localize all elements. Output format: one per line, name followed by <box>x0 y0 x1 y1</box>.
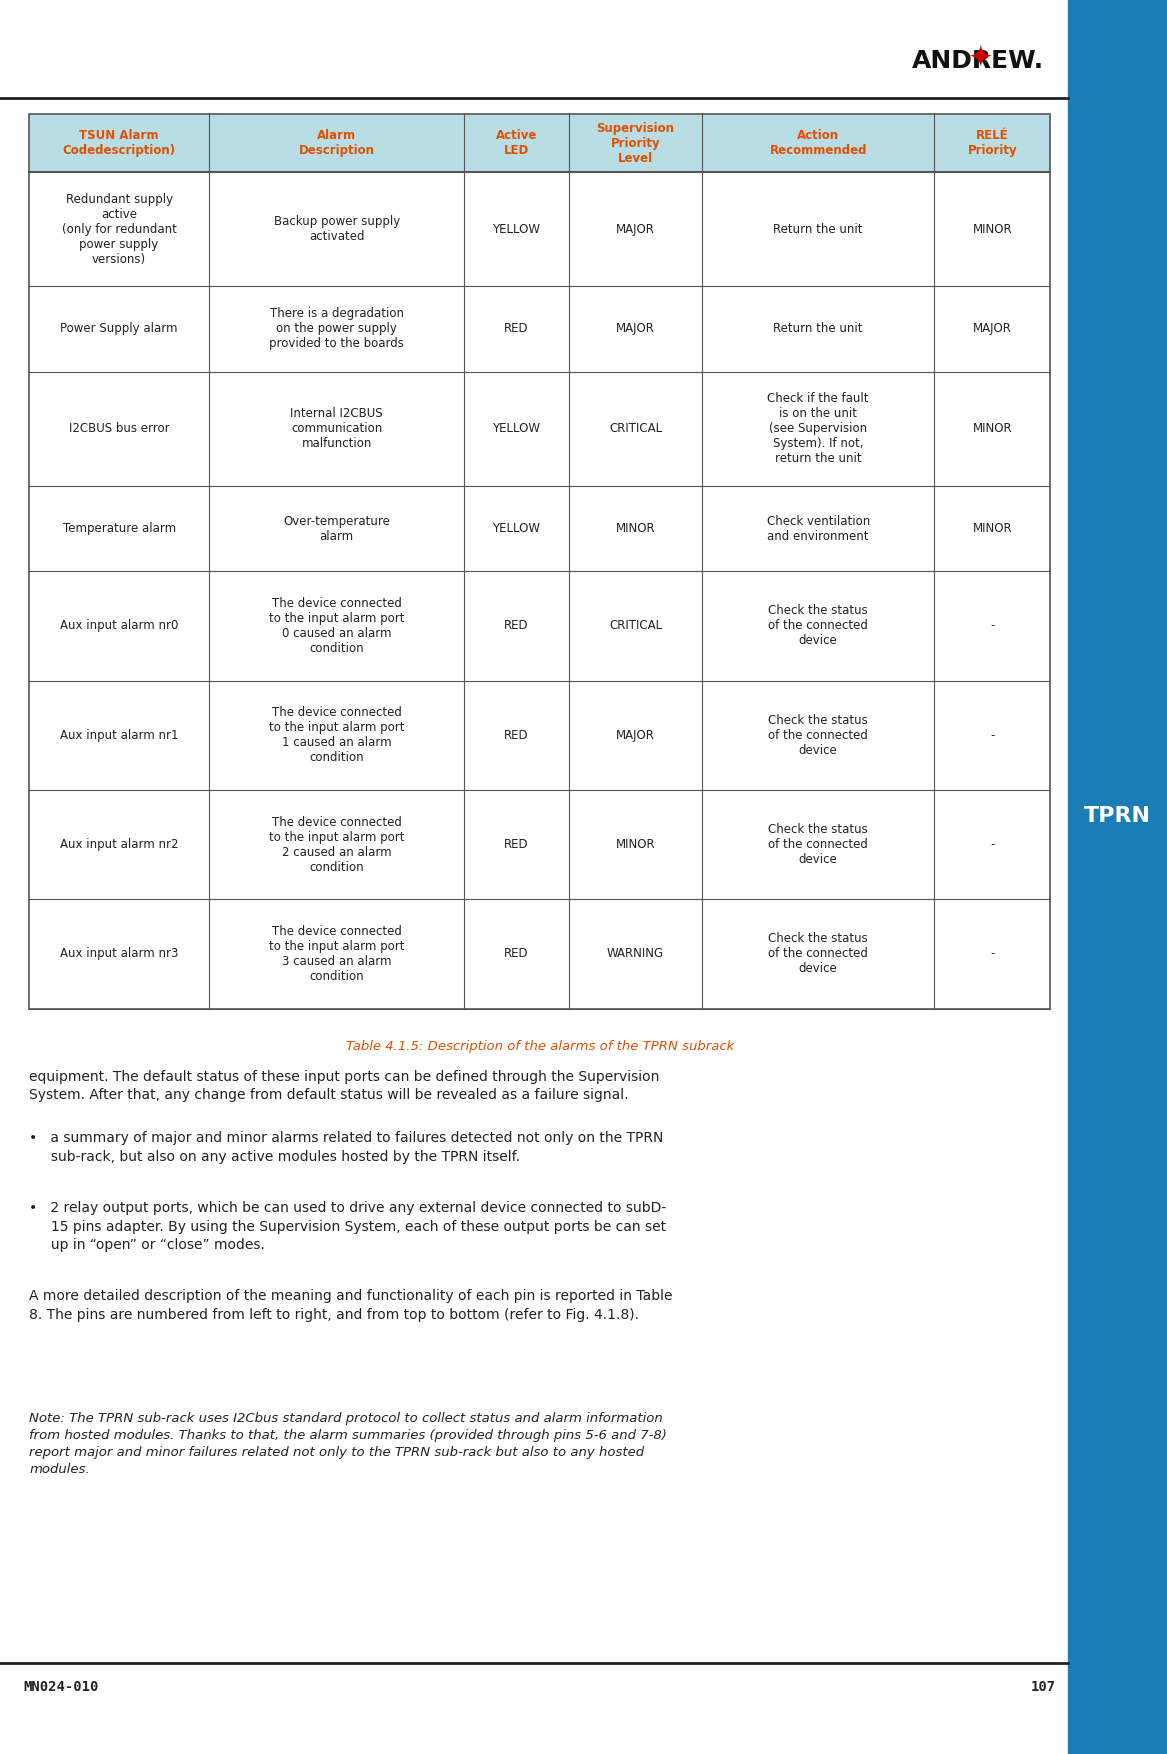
Text: MAJOR: MAJOR <box>616 223 655 235</box>
Text: RED: RED <box>504 947 529 961</box>
Text: RELÉ
Priority: RELÉ Priority <box>967 130 1018 158</box>
Text: CRITICAL: CRITICAL <box>609 423 662 435</box>
Text: Note: The TPRN sub-rack uses I2Cbus standard protocol to collect status and alar: Note: The TPRN sub-rack uses I2Cbus stan… <box>29 1412 668 1475</box>
Text: Alarm
Description: Alarm Description <box>299 130 375 158</box>
Text: Aux input alarm nr0: Aux input alarm nr0 <box>60 619 179 633</box>
Text: I2CBUS bus error: I2CBUS bus error <box>69 423 169 435</box>
Text: MAJOR: MAJOR <box>616 323 655 335</box>
Text: MAJOR: MAJOR <box>616 730 655 742</box>
Text: Redundant supply
active
(only for redundant
power supply
versions): Redundant supply active (only for redund… <box>62 193 176 265</box>
Text: MINOR: MINOR <box>616 523 656 535</box>
Text: Aux input alarm nr1: Aux input alarm nr1 <box>60 730 179 742</box>
Text: -: - <box>990 838 994 851</box>
Text: The device connected
to the input alarm port
1 caused an alarm
condition: The device connected to the input alarm … <box>268 707 405 765</box>
Text: Check the status
of the connected
device: Check the status of the connected device <box>768 933 868 975</box>
Text: Check ventilation
and environment: Check ventilation and environment <box>767 514 869 542</box>
Text: •   a summary of major and minor alarms related to failures detected not only on: • a summary of major and minor alarms re… <box>29 1131 664 1163</box>
Text: CRITICAL: CRITICAL <box>609 619 662 633</box>
Text: Active
LED: Active LED <box>496 130 537 158</box>
Text: RED: RED <box>504 323 529 335</box>
Text: -: - <box>990 619 994 633</box>
Text: Internal I2CBUS
communication
malfunction: Internal I2CBUS communication malfunctio… <box>291 407 383 451</box>
Text: Table 4.1.5: Description of the alarms of the TPRN subrack: Table 4.1.5: Description of the alarms o… <box>345 1040 734 1052</box>
Text: RED: RED <box>504 838 529 851</box>
Text: MINOR: MINOR <box>972 423 1012 435</box>
Text: Temperature alarm: Temperature alarm <box>63 523 176 535</box>
Text: TSUN Alarm
Codedescription): TSUN Alarm Codedescription) <box>63 130 176 158</box>
Text: •   2 relay output ports, which be can used to drive any external device connect: • 2 relay output ports, which be can use… <box>29 1201 666 1252</box>
Text: The device connected
to the input alarm port
3 caused an alarm
condition: The device connected to the input alarm … <box>268 924 405 982</box>
Text: Check the status
of the connected
device: Check the status of the connected device <box>768 605 868 647</box>
Text: Aux input alarm nr3: Aux input alarm nr3 <box>60 947 179 961</box>
Text: The device connected
to the input alarm port
2 caused an alarm
condition: The device connected to the input alarm … <box>268 816 405 873</box>
Text: Backup power supply
activated: Backup power supply activated <box>273 216 400 244</box>
Text: equipment. The default status of these input ports can be defined through the Su: equipment. The default status of these i… <box>29 1070 659 1102</box>
Text: Check the status
of the connected
device: Check the status of the connected device <box>768 823 868 866</box>
Text: MAJOR: MAJOR <box>973 323 1012 335</box>
Text: MINOR: MINOR <box>972 223 1012 235</box>
Text: RED: RED <box>504 730 529 742</box>
Bar <box>29 114 1050 172</box>
Text: A more detailed description of the meaning and functionality of each pin is repo: A more detailed description of the meani… <box>29 1289 672 1321</box>
Text: MN024-010: MN024-010 <box>23 1680 99 1694</box>
Text: Power Supply alarm: Power Supply alarm <box>61 323 177 335</box>
Bar <box>29 114 1050 1009</box>
Text: -: - <box>990 947 994 961</box>
Text: ANDREW.: ANDREW. <box>913 49 1044 74</box>
Text: Over-temperature
alarm: Over-temperature alarm <box>284 514 390 542</box>
Text: MINOR: MINOR <box>972 523 1012 535</box>
Text: WARNING: WARNING <box>607 947 664 961</box>
Text: Return the unit: Return the unit <box>774 223 862 235</box>
Text: Aux input alarm nr2: Aux input alarm nr2 <box>60 838 179 851</box>
Text: YELLOW: YELLOW <box>492 423 540 435</box>
Text: ✦: ✦ <box>967 44 993 74</box>
Bar <box>1068 0 1167 1754</box>
Text: TPRN: TPRN <box>1084 805 1151 826</box>
Text: YELLOW: YELLOW <box>492 223 540 235</box>
Text: YELLOW: YELLOW <box>492 523 540 535</box>
Text: -: - <box>990 730 994 742</box>
Text: RED: RED <box>504 619 529 633</box>
Text: Check if the fault
is on the unit
(see Supervision
System). If not,
return the u: Check if the fault is on the unit (see S… <box>768 393 869 465</box>
Text: Supervision
Priority
Level: Supervision Priority Level <box>596 121 675 165</box>
Text: There is a degradation
on the power supply
provided to the boards: There is a degradation on the power supp… <box>270 307 404 351</box>
Text: Return the unit: Return the unit <box>774 323 862 335</box>
Text: Action
Recommended: Action Recommended <box>769 130 867 158</box>
Text: The device connected
to the input alarm port
0 caused an alarm
condition: The device connected to the input alarm … <box>268 596 405 654</box>
Text: MINOR: MINOR <box>616 838 656 851</box>
Text: Check the status
of the connected
device: Check the status of the connected device <box>768 714 868 756</box>
Text: 107: 107 <box>1030 1680 1056 1694</box>
